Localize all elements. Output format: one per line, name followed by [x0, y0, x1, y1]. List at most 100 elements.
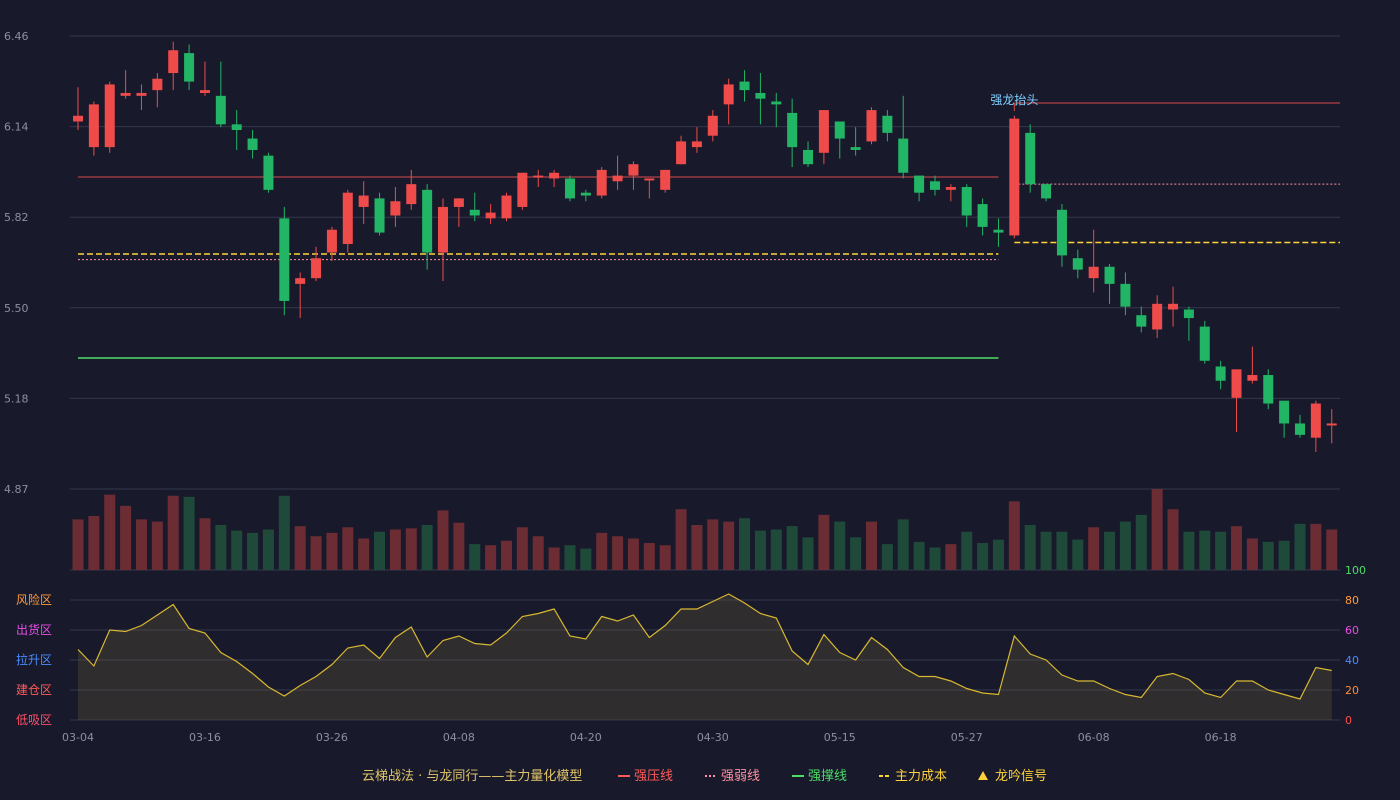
candle-body [1056, 209, 1067, 256]
volume-bar [754, 530, 766, 570]
volume-bar [1231, 526, 1243, 570]
candle-body [326, 229, 337, 253]
volume-bar [1040, 531, 1052, 570]
date-tick-label: 04-20 [570, 731, 602, 744]
candle-body [88, 104, 99, 148]
volume-bar [1072, 539, 1084, 570]
volume-bar [1262, 541, 1274, 570]
volume-bar [818, 514, 830, 570]
candle-body [517, 172, 528, 207]
volume-bar [786, 526, 798, 570]
volume-bar [707, 519, 719, 570]
date-tick-label: 03-16 [189, 731, 221, 744]
volume-bar [72, 519, 84, 570]
indicator-tick-label: 0 [1345, 714, 1352, 727]
volume-bar [1215, 531, 1227, 570]
volume-bar [1104, 531, 1116, 570]
candle-body [469, 209, 480, 216]
volume-bar [1167, 509, 1179, 570]
candle-body [184, 53, 195, 82]
candle-body [422, 189, 433, 253]
volume-bar [374, 531, 386, 570]
volume-bar [945, 544, 957, 570]
date-tick-label: 05-27 [951, 731, 983, 744]
candle-body [945, 187, 956, 190]
candle-body [342, 192, 353, 244]
candle-body [168, 50, 179, 74]
candle-body [1104, 266, 1115, 284]
volume-bar [612, 536, 624, 570]
volume-bar [1135, 514, 1147, 570]
price-axis: 6.46 6.14 5.82 5.50 5.18 4.87 [4, 30, 29, 496]
volume-bar [516, 527, 528, 570]
candle-body [787, 112, 798, 148]
candle-body [231, 124, 242, 131]
volume-bar [929, 547, 941, 570]
volume-bar [437, 510, 449, 570]
indicator-area [78, 594, 1332, 720]
candle-body [199, 90, 210, 93]
candle-body [374, 198, 385, 233]
volume-bar [262, 529, 274, 570]
volume-bar [723, 521, 735, 570]
candle-body [628, 164, 639, 176]
candle-body [533, 175, 544, 178]
legend: 云梯战法 · 与龙同行——主力量化模型 强压线 强弱线 强撑线 主力成本 龙吟信号 [362, 768, 1047, 784]
volume-bar [421, 525, 433, 570]
legend-item-label: 强弱线 [721, 769, 760, 784]
candle-body [311, 258, 322, 279]
candle-body [723, 84, 734, 105]
volume-bar [342, 527, 354, 570]
candle-body [1294, 423, 1305, 435]
candle-body [279, 218, 290, 301]
indicator-tick-label: 40 [1345, 654, 1359, 667]
candle-body [1136, 315, 1147, 327]
indicator-panel [77, 593, 1332, 720]
volume-bar [739, 518, 751, 570]
volume-bar [151, 521, 163, 570]
volume-bar [643, 543, 655, 570]
zone-label: 出货区 [16, 622, 52, 637]
candle-body [707, 115, 718, 136]
dragon-signal: 强龙抬头 [990, 93, 1038, 107]
candle-body [120, 92, 131, 96]
candle-body [961, 187, 972, 216]
candle-body [215, 95, 226, 125]
candle-body [691, 141, 702, 148]
candle-body [882, 115, 893, 133]
volume-bar [389, 529, 401, 570]
candle-body [406, 184, 417, 205]
candle-body [850, 147, 861, 150]
candle-body [644, 178, 655, 181]
candle-body [453, 198, 464, 207]
volume-bar [675, 509, 687, 570]
legend-item-label: 强压线 [634, 769, 673, 784]
volume-bar [294, 526, 306, 570]
volume-bar [469, 544, 481, 570]
candle-body [929, 181, 940, 190]
candle-body [1263, 375, 1274, 404]
volume-bar [596, 532, 608, 570]
candle-body [485, 212, 496, 219]
volume-bar [1024, 525, 1036, 570]
candle-body [73, 115, 83, 122]
volume-bar [992, 539, 1004, 570]
zone-label: 拉升区 [16, 652, 52, 667]
candle-body [1152, 303, 1163, 330]
candle-body [1120, 283, 1131, 307]
volume-bar [453, 522, 465, 570]
legend-item-label: 龙吟信号 [995, 768, 1047, 784]
signal-label: 强龙抬头 [990, 93, 1038, 107]
date-tick-label: 06-18 [1205, 731, 1237, 744]
price-tick-label: 5.50 [4, 302, 29, 315]
indicator-tick-label: 20 [1345, 684, 1359, 697]
volume-bar [183, 496, 195, 570]
candle-body [1310, 403, 1321, 438]
volume-bar [247, 532, 259, 570]
date-tick-label: 06-08 [1078, 731, 1110, 744]
legend-title: 云梯战法 · 与龙同行——主力量化模型 [362, 769, 582, 784]
volume-bar [405, 528, 417, 570]
volume-bar [104, 494, 116, 570]
date-tick-label: 03-26 [316, 731, 348, 744]
